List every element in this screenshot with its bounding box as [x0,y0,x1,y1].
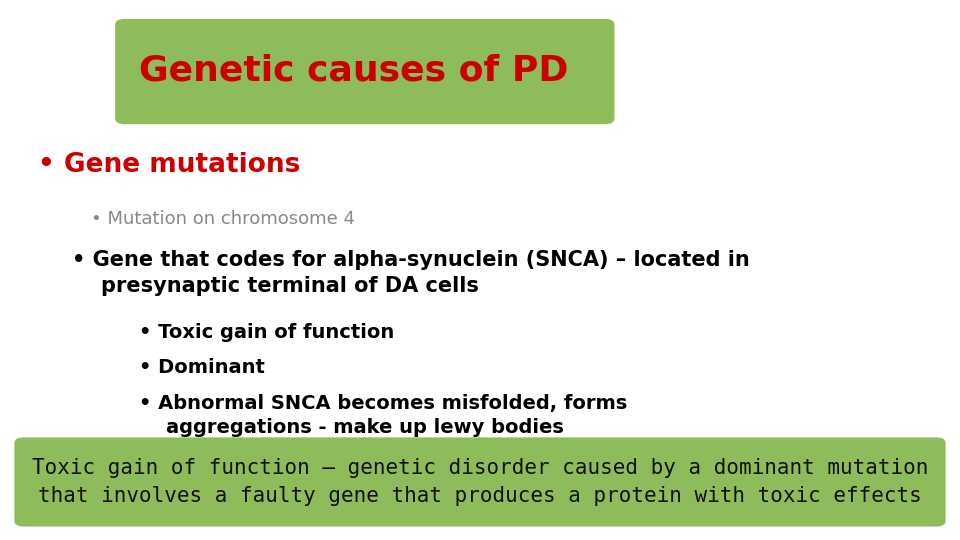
Text: Genetic causes of PD: Genetic causes of PD [139,53,568,87]
FancyBboxPatch shape [115,19,614,124]
Text: • Mutation on chromosome 4: • Mutation on chromosome 4 [91,210,355,228]
Text: • Toxic gain of function: • Toxic gain of function [139,322,395,342]
Text: • Gene that codes for alpha-synuclein (SNCA) – located in
    presynaptic termin: • Gene that codes for alpha-synuclein (S… [72,250,750,295]
Text: Toxic gain of function – genetic disorder caused by a dominant mutation
that inv: Toxic gain of function – genetic disorde… [32,458,928,505]
Text: • Dominant: • Dominant [139,357,265,377]
FancyBboxPatch shape [14,437,946,526]
Text: • Gene mutations: • Gene mutations [38,152,300,178]
Text: • Abnormal SNCA becomes misfolded, forms
    aggregations - make up lewy bodies: • Abnormal SNCA becomes misfolded, forms… [139,394,628,437]
